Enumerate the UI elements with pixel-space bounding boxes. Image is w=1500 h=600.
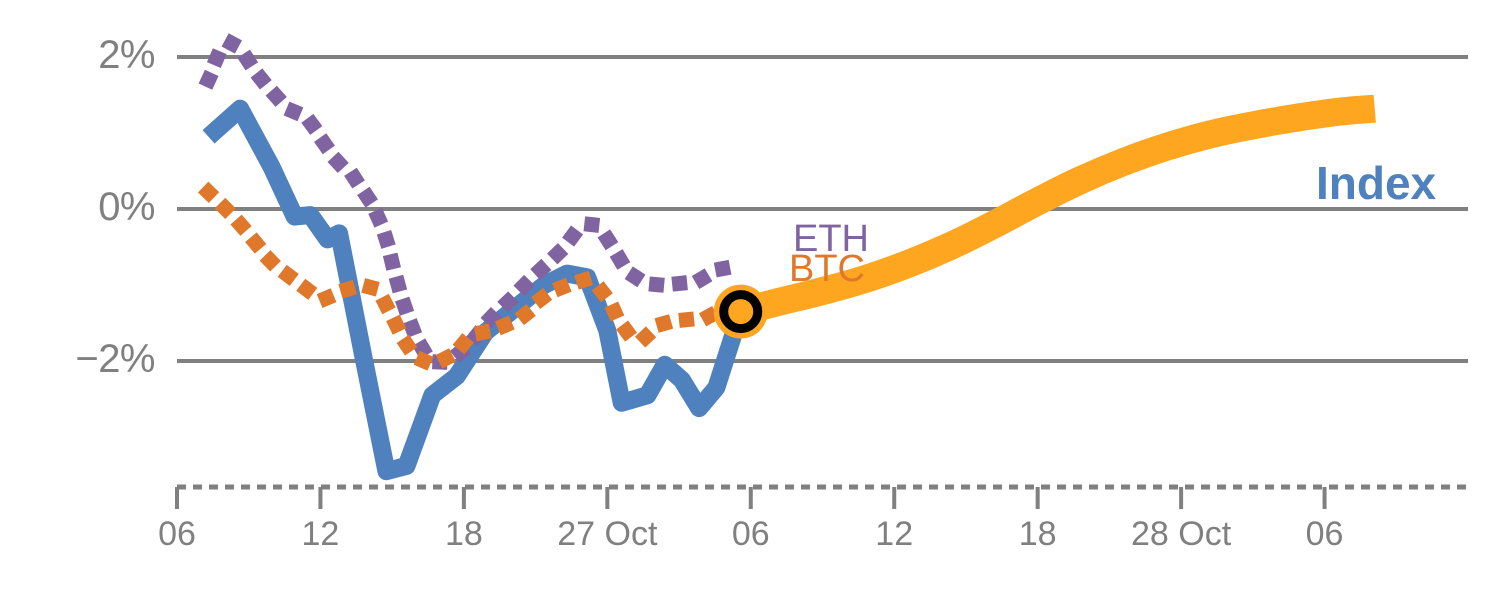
split-marker-ring[interactable] (719, 290, 763, 334)
series-label-eth: ETH (793, 218, 869, 260)
y-tick-label-neg2pct: −2% (75, 337, 155, 381)
x-tick-label-3: 27 Oct (557, 515, 658, 553)
x-tick-label-1: 12 (301, 515, 340, 553)
y-tick-label-2pct: 2% (98, 33, 155, 77)
split-marker[interactable] (713, 284, 768, 339)
series-line-btc (197, 181, 750, 370)
y-tick-label-0pct: 0% (98, 185, 155, 229)
x-tick-label-2: 18 (444, 515, 483, 553)
gridlines (177, 55, 1468, 363)
x-tick-label-8: 06 (1305, 515, 1344, 553)
x-tick-label-6: 18 (1018, 515, 1057, 553)
series-line-forecast (737, 94, 1376, 326)
x-tick-label-0: 06 (158, 515, 196, 553)
x-tick-label-4: 06 (731, 515, 770, 553)
x-tick-label-5: 12 (875, 515, 914, 553)
series-label-index: Index (1316, 157, 1437, 209)
x-tick-label-7: 28 Oct (1131, 515, 1232, 553)
series-line-eth (198, 35, 749, 370)
series-lines (197, 35, 1376, 481)
series-label-btc: BTC (789, 248, 865, 290)
x-axis (175, 484, 1468, 509)
